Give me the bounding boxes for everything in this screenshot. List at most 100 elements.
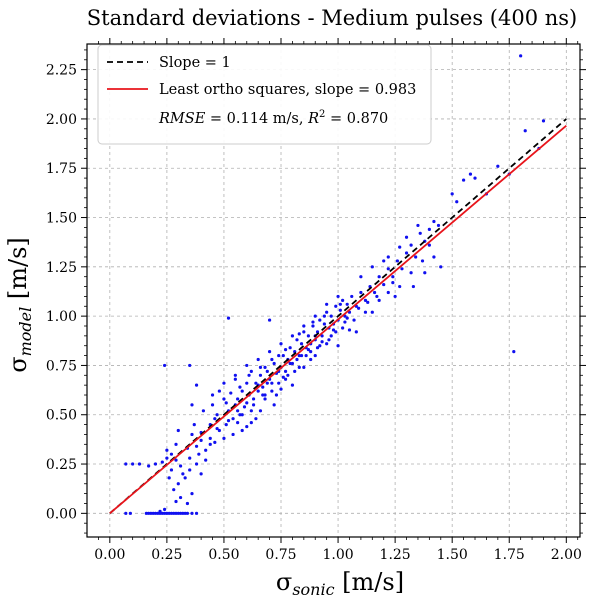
scatter-point (334, 304, 338, 308)
scatter-point (432, 255, 436, 259)
scatter-point (183, 511, 187, 515)
scatter-point (124, 511, 128, 515)
scatter-point (190, 492, 194, 496)
scatter-point (414, 255, 418, 259)
scatter-point (194, 444, 199, 448)
scatter-point (327, 338, 331, 342)
legend-r2-symbol: R (307, 111, 319, 127)
scatter-point (302, 330, 306, 334)
scatter-point (233, 377, 237, 381)
scatter-point (347, 328, 352, 332)
scatter-point (432, 219, 436, 224)
scatter-point (210, 393, 215, 397)
scatter-point (290, 334, 295, 338)
scatter-point (147, 464, 151, 468)
scatter-point (372, 290, 377, 295)
scatter-point (263, 365, 267, 370)
scatter-point (153, 462, 158, 466)
x-tick-label: 1.00 (322, 547, 353, 563)
x-axis-label: σsonic [m/s] (276, 568, 404, 599)
scatter-point (158, 509, 162, 513)
scatter-point (249, 421, 253, 425)
scatter-point (147, 511, 151, 515)
grid (87, 44, 580, 537)
scatter-point (236, 409, 240, 413)
scatter-point (306, 348, 310, 352)
scatter-point (404, 235, 409, 239)
y-tick-label: 1.25 (46, 260, 77, 276)
scatter-point (226, 316, 231, 320)
scatter-point (165, 511, 169, 515)
scatter-point (245, 381, 249, 385)
scatter-point (423, 271, 427, 275)
scatter-point (277, 381, 281, 385)
scatter-point (256, 389, 260, 393)
scatter-point (224, 401, 228, 405)
scatter-point (149, 511, 153, 515)
plot-frame (86, 43, 581, 538)
scatter-point (210, 403, 215, 407)
scatter-point (450, 192, 454, 196)
scatter-point (288, 346, 292, 350)
scatter-point (345, 302, 349, 306)
scatter-point (188, 456, 192, 460)
scatter-point (252, 403, 256, 407)
scatter-point (240, 413, 244, 417)
scatter-point (400, 267, 404, 271)
scatter-point (245, 401, 249, 405)
x-tick-label: 2.00 (551, 547, 582, 563)
scatter-point (242, 405, 247, 409)
scatter-point (178, 495, 183, 500)
x-axis-symbol: σ (276, 568, 292, 596)
fit-line (109, 124, 567, 515)
scatter-point (315, 346, 320, 350)
scatter-point (382, 259, 386, 263)
scatter-point (190, 432, 194, 437)
scatter-point (270, 357, 274, 362)
x-tick-label: 0.50 (208, 547, 239, 563)
scatter-point (341, 326, 345, 330)
scatter-point (236, 397, 240, 401)
scatter-point (270, 389, 274, 393)
legend-slope-label: Slope = 1 (159, 55, 231, 71)
scatter-point (393, 294, 397, 299)
scatter-point (297, 365, 301, 370)
scatter-point (318, 318, 322, 322)
scatter-point (377, 298, 381, 302)
scatter-point (258, 409, 263, 413)
scatter-point (473, 176, 477, 180)
scatter-point (309, 350, 313, 354)
scatter-point (461, 178, 466, 182)
x-axis-unit: [m/s] (335, 568, 405, 596)
y-tick-label: 0.75 (46, 358, 77, 374)
y-tick-label: 0.25 (46, 457, 77, 473)
scatter-point (377, 275, 381, 279)
scatter-point (167, 511, 171, 515)
scatter-point (370, 310, 374, 314)
x-tick-label: 0.00 (94, 547, 125, 563)
scatter-point (178, 511, 183, 515)
scatter-point (313, 353, 317, 358)
scatter-point (265, 369, 269, 373)
y-tick-label: 0.50 (46, 408, 77, 424)
scatter-point (249, 409, 253, 413)
scatter-point (281, 375, 285, 379)
scatter-point (174, 458, 178, 462)
scatter-point (174, 442, 178, 446)
legend-stats-label: RMSE = 0.114 m/s, R2 = 0.870 (158, 109, 388, 127)
scatter-point (313, 314, 317, 318)
scatter-point (245, 424, 249, 429)
y-axis-unit: [m/s] (4, 237, 32, 307)
scatter-point (176, 482, 180, 486)
scatter-point (224, 422, 228, 427)
scatter-point (172, 511, 176, 515)
scatter-point (322, 314, 326, 318)
scatter-point (523, 129, 527, 133)
scatter-point (411, 284, 415, 289)
scatter-point (270, 381, 274, 385)
scatter-point (222, 436, 226, 440)
scatter-point (357, 306, 361, 310)
scatter-point (352, 318, 356, 322)
scatter-point (128, 511, 132, 515)
scatter-point (427, 243, 431, 247)
